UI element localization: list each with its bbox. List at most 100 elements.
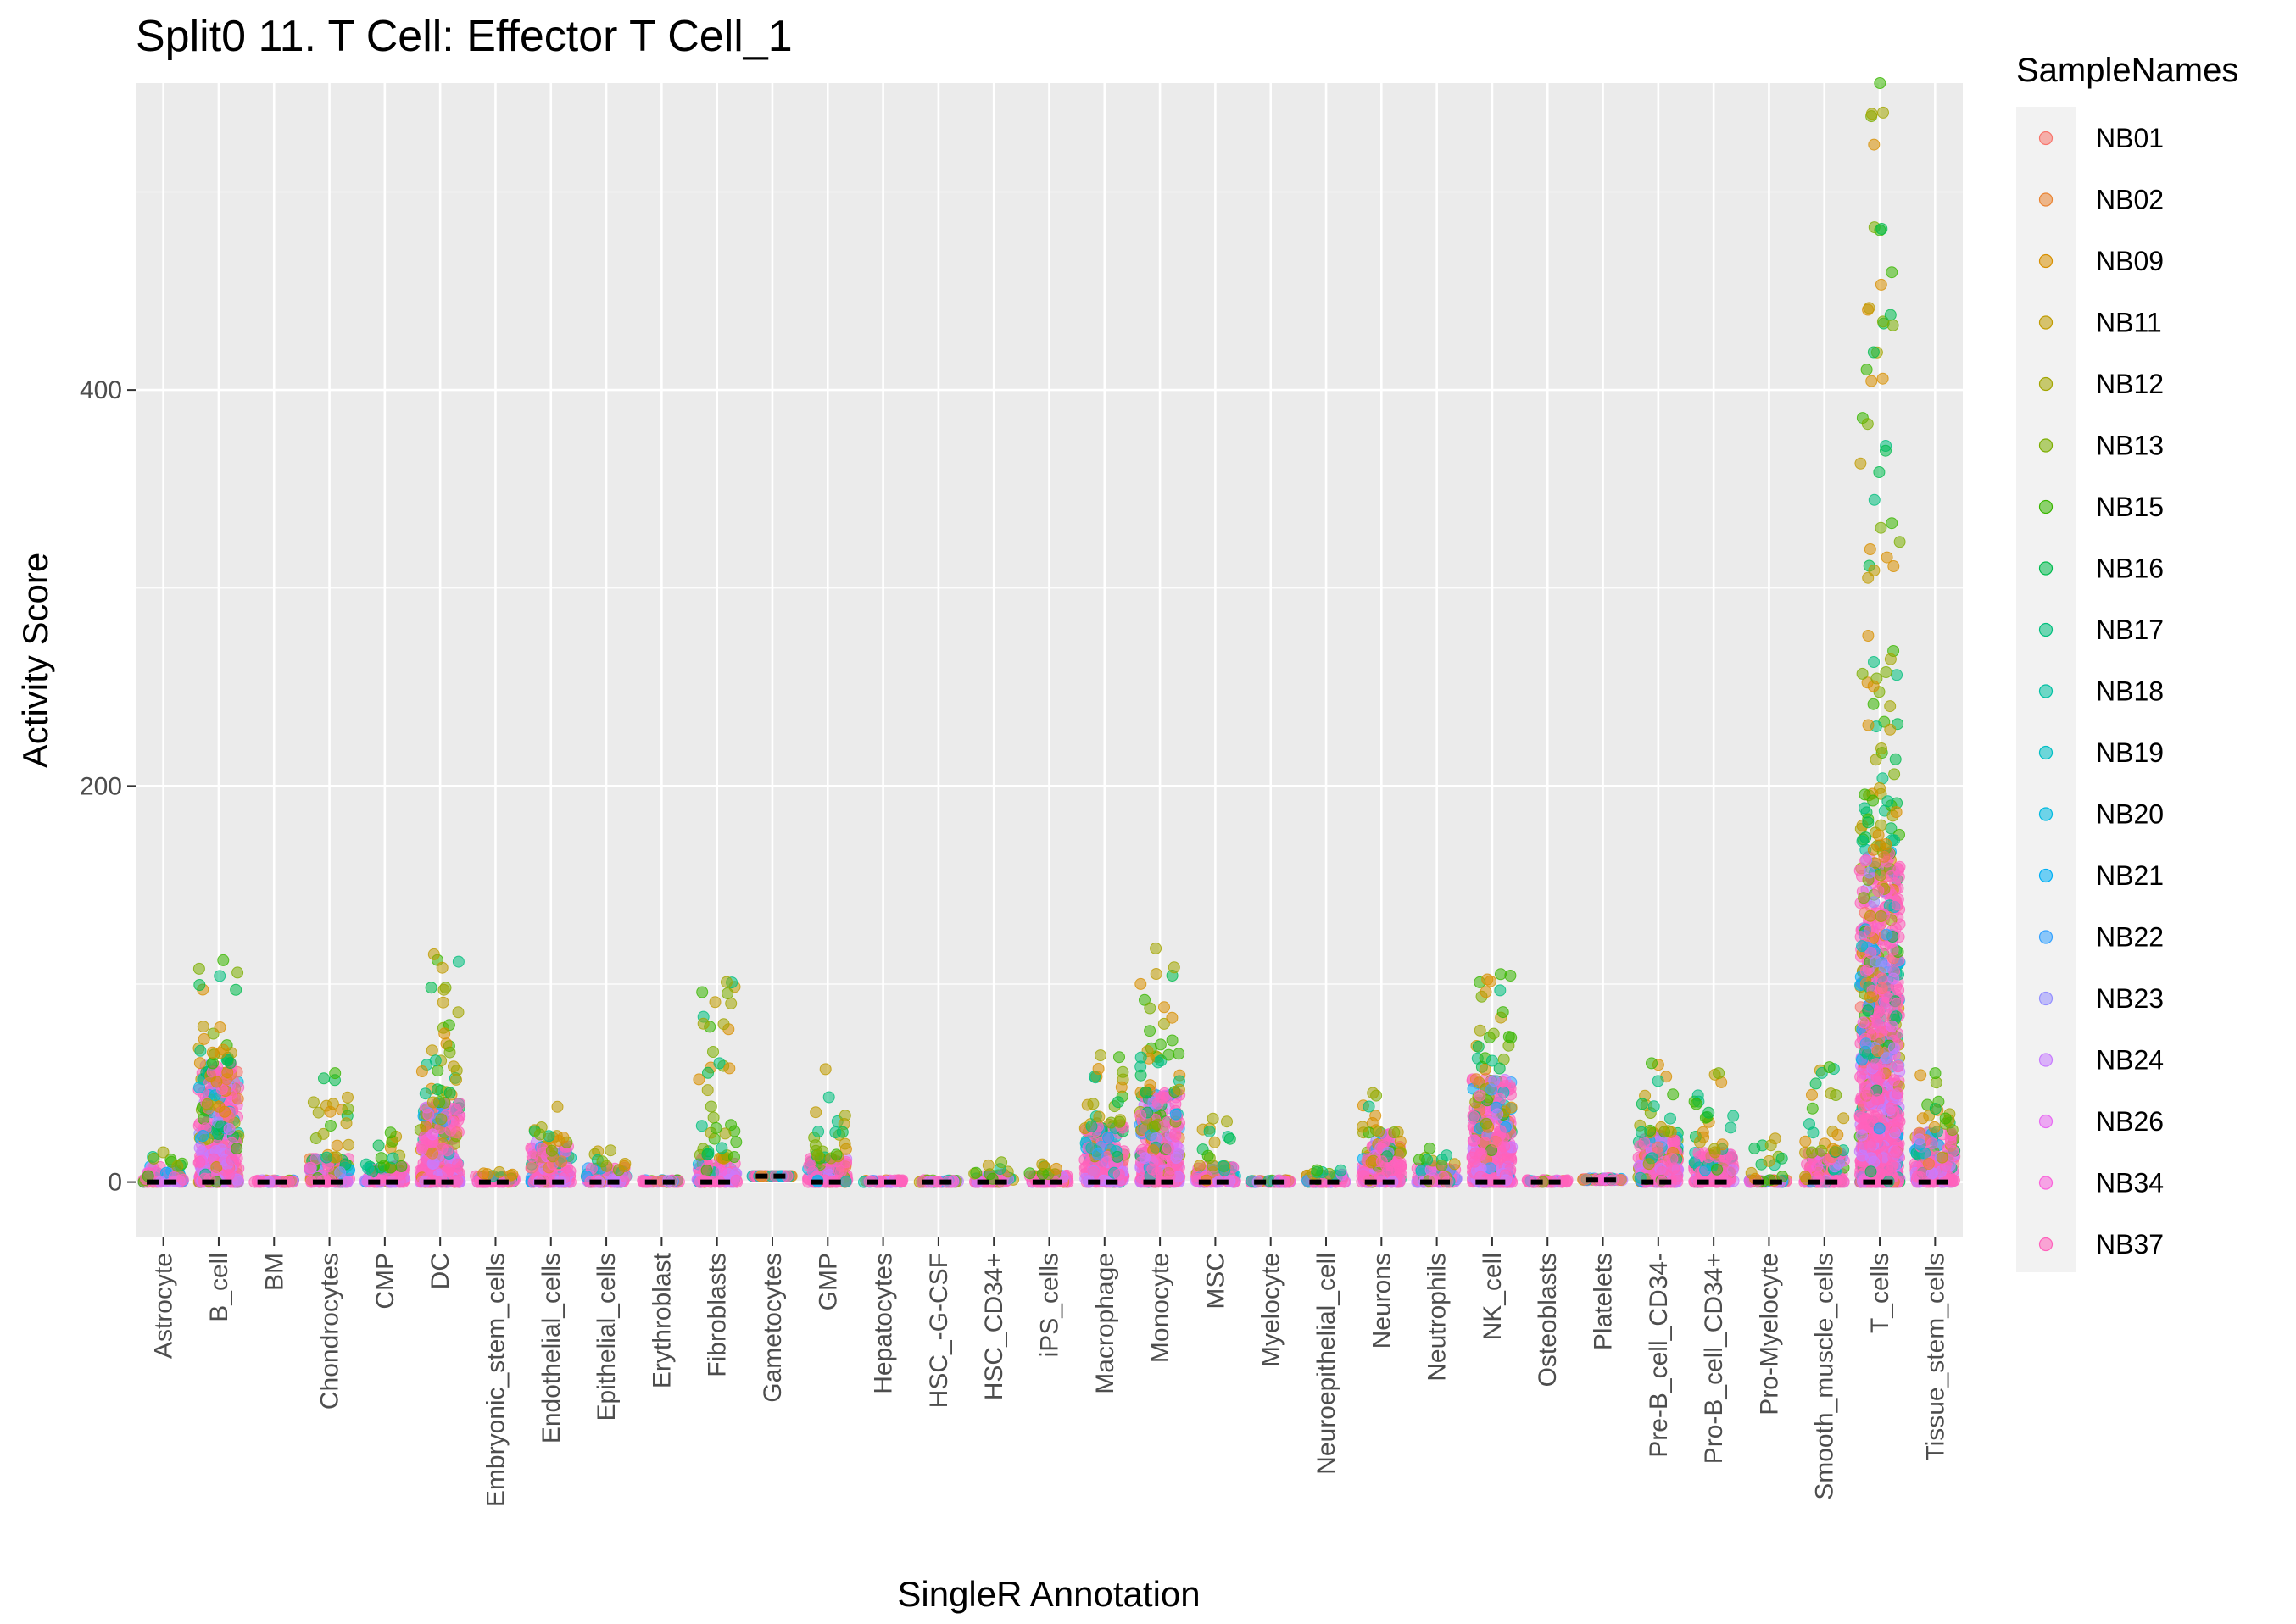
data-point (477, 1167, 490, 1180)
data-point (1481, 973, 1494, 986)
data-point (443, 1046, 456, 1059)
data-point (1162, 1048, 1175, 1061)
data-point (1357, 1121, 1369, 1133)
data-point (201, 1098, 214, 1110)
data-point (716, 1142, 728, 1154)
data-point (1638, 1137, 1651, 1149)
data-point (713, 1057, 726, 1070)
chart-title: Split0 11. T Cell: Effector T Cell_1 (136, 12, 793, 61)
data-point (325, 1120, 337, 1132)
data-point (426, 1158, 439, 1170)
data-point (1150, 968, 1162, 980)
data-point (1050, 1162, 1062, 1175)
data-point (359, 1158, 372, 1171)
data-point (1496, 1006, 1509, 1019)
data-point (1203, 1126, 1216, 1137)
data-point (419, 1087, 432, 1100)
data-point (709, 996, 722, 1009)
data-point (1693, 1136, 1706, 1148)
data-point (223, 1123, 236, 1135)
max-point (157, 1146, 170, 1159)
data-point (437, 983, 450, 996)
data-point (1815, 1144, 1827, 1157)
data-point (451, 1158, 464, 1171)
data-point (1221, 1115, 1233, 1128)
data-point (435, 1113, 448, 1126)
data-point (1134, 1069, 1147, 1082)
data-point (1144, 1025, 1156, 1037)
data-point (618, 1160, 631, 1172)
max-point (1646, 1057, 1658, 1070)
data-point (697, 1017, 710, 1030)
data-point (1169, 1127, 1182, 1140)
data-point (839, 1110, 851, 1122)
data-point (192, 962, 205, 975)
data-point (415, 1065, 428, 1077)
data-point (340, 1117, 353, 1130)
data-point (1168, 961, 1180, 974)
max-point (1424, 1142, 1436, 1154)
data-point (839, 1137, 851, 1150)
data-point (1491, 1108, 1504, 1121)
data-point (1134, 977, 1147, 990)
data-point (194, 1044, 207, 1057)
data-point (1699, 1164, 1712, 1176)
data-point (1151, 1097, 1164, 1110)
data-point (1806, 1088, 1818, 1101)
data-point (1692, 1147, 1705, 1160)
data-point (1830, 1144, 1842, 1157)
data-point (1853, 865, 1866, 876)
data-point (1201, 1149, 1214, 1162)
data-point (722, 987, 734, 999)
data-point (696, 986, 709, 998)
data-point (342, 1091, 354, 1104)
data-point (324, 1105, 337, 1118)
data-point (436, 961, 449, 974)
data-point (1469, 1073, 1482, 1086)
data-point (339, 1158, 352, 1171)
data-point (1102, 1132, 1115, 1144)
data-point (1413, 1154, 1425, 1166)
data-point (1656, 1165, 1669, 1178)
data-point (429, 1054, 442, 1067)
data-point (214, 970, 226, 982)
max-point (384, 1126, 397, 1139)
data-point (1480, 986, 1492, 998)
data-point (422, 1109, 435, 1121)
data-point (214, 1021, 226, 1033)
data-point (224, 1057, 237, 1070)
max-point (819, 1063, 832, 1076)
data-point (1642, 1158, 1655, 1171)
data-point (1117, 1065, 1129, 1078)
data-point (452, 955, 465, 968)
data-point (533, 1128, 546, 1141)
data-point (1078, 1154, 1091, 1166)
data-point (596, 1155, 609, 1168)
data-point (707, 1046, 719, 1058)
data-point (710, 1121, 722, 1134)
data-point (1139, 1152, 1151, 1165)
data-point (701, 1148, 714, 1161)
max-point (995, 1156, 1008, 1169)
data-point (1690, 1098, 1702, 1110)
data-point (231, 966, 244, 979)
data-point (1217, 1160, 1229, 1172)
data-point (176, 1173, 189, 1186)
data-point (564, 1165, 577, 1177)
data-point (705, 1100, 717, 1113)
data-point (230, 983, 242, 996)
data-point (1223, 1132, 1236, 1145)
data-point (702, 1066, 714, 1079)
data-point (1652, 1141, 1664, 1154)
data-point (1662, 1125, 1675, 1137)
data-point (1112, 1168, 1125, 1181)
data-point (1636, 1126, 1647, 1138)
data-point (198, 1113, 210, 1125)
data-point (1667, 1088, 1680, 1101)
data-point (1111, 1150, 1123, 1163)
data-point (307, 1096, 320, 1109)
data-point (1725, 1121, 1737, 1134)
data-point (1474, 1089, 1486, 1102)
data-point (372, 1139, 385, 1152)
